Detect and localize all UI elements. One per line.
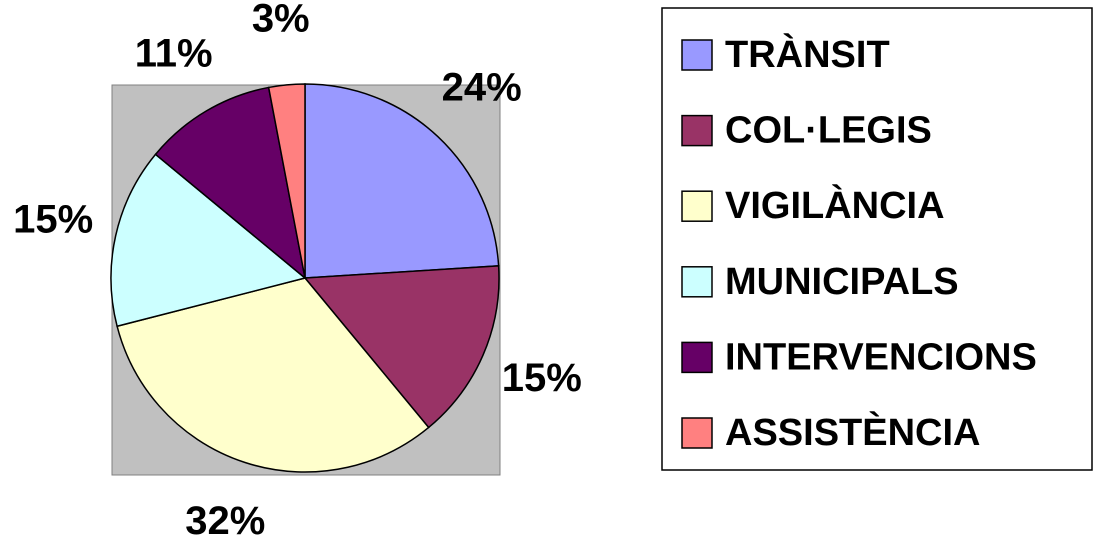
pie-slice: [267, 83, 306, 279]
pie-slice: [110, 153, 307, 328]
data-label: 15%: [13, 197, 93, 241]
data-label: 11%: [135, 31, 213, 75]
pie-slice: [116, 277, 430, 473]
pie-slice: [154, 86, 307, 280]
legend-swatch: [681, 190, 713, 222]
legend-swatch: [681, 39, 713, 71]
legend-swatch: [681, 266, 713, 298]
data-label: 15%: [502, 356, 582, 400]
legend-label: VIGILÀNCIA: [725, 183, 945, 227]
pie-slice: [304, 83, 500, 279]
legend-swatch: [681, 341, 713, 374]
data-label: 24%: [442, 65, 522, 109]
legend-label: INTERVENCIONS: [725, 336, 1037, 378]
legend-label: MUNICIPALS: [725, 261, 959, 303]
legend-swatch: [681, 114, 713, 147]
data-label: 32%: [185, 499, 265, 538]
pie-slice: [303, 265, 500, 429]
data-label: 3%: [252, 0, 310, 41]
legend-swatch: [681, 417, 713, 449]
legend-label: TRÀNSIT: [725, 32, 890, 76]
legend-box: [661, 7, 1093, 471]
legend-label: ASSISTÈNCIA: [725, 410, 980, 454]
legend-label: COL·LEGIS: [725, 110, 932, 152]
